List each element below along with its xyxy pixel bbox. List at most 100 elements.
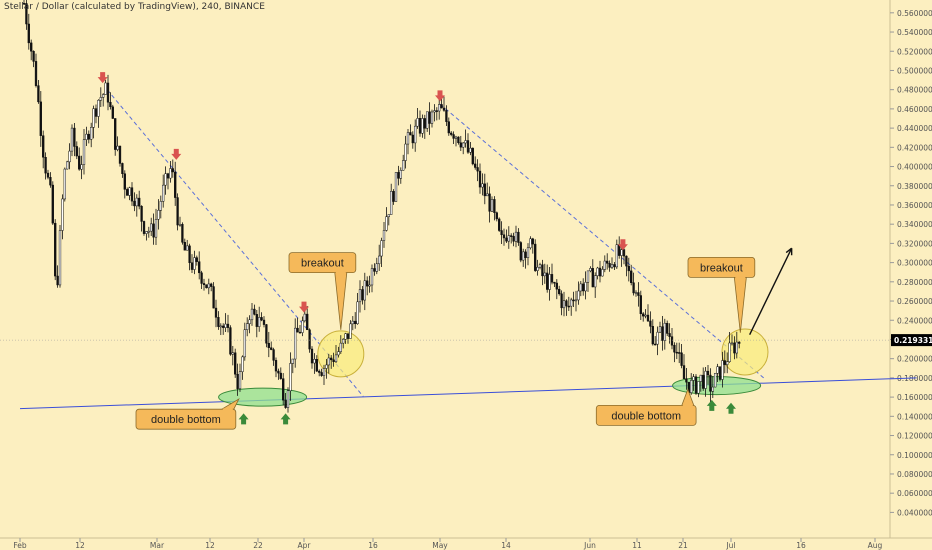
candle-body <box>469 147 472 153</box>
candle-body <box>296 327 299 333</box>
candle-body <box>738 341 741 344</box>
candle-body <box>440 104 443 109</box>
candle-body <box>363 280 366 301</box>
candle-body <box>435 110 438 112</box>
candle-body <box>274 360 278 372</box>
candle-body <box>212 286 215 309</box>
candle-body <box>382 230 386 241</box>
candle-body <box>308 329 311 350</box>
candle-body <box>675 351 678 354</box>
candle-body <box>198 261 201 274</box>
candle-body <box>613 264 616 268</box>
candle-body <box>315 358 318 372</box>
candle-body <box>234 352 237 375</box>
candle-body <box>416 118 419 127</box>
candle-body <box>193 257 196 270</box>
candle-body <box>205 284 208 289</box>
candle-body <box>591 268 594 288</box>
candle-body <box>63 168 66 200</box>
candle-body <box>111 106 114 119</box>
candle-body <box>142 221 146 234</box>
candle-body <box>270 347 273 350</box>
candle-body <box>704 370 707 389</box>
candle-body <box>586 270 590 283</box>
candle-body <box>500 230 503 236</box>
candle-body <box>236 373 239 389</box>
candle-body <box>90 127 93 140</box>
candle-body <box>392 191 395 202</box>
candle-body <box>543 272 546 277</box>
candle-body <box>596 267 599 276</box>
candle-body <box>447 121 450 134</box>
candle-body <box>594 275 597 288</box>
candle-body <box>644 314 647 317</box>
candle-body <box>157 210 160 220</box>
candle-body <box>656 331 659 345</box>
candle-body <box>471 147 474 165</box>
candle-body <box>344 333 347 340</box>
candle-body <box>267 342 270 348</box>
candle-body <box>325 364 328 369</box>
x-tick-label: 12 <box>75 541 85 550</box>
candle-body <box>603 260 606 270</box>
candle-body <box>51 184 54 224</box>
candle-body <box>692 376 695 381</box>
annotation-label: breakout <box>301 258 344 270</box>
candle-body <box>716 366 719 374</box>
candle-body <box>406 132 410 145</box>
candle-body <box>169 168 172 179</box>
candle-body <box>34 61 38 86</box>
candle-body <box>164 173 167 186</box>
current-price-badge <box>891 334 932 347</box>
candle-body <box>277 370 280 374</box>
target-arrow-head <box>785 247 793 256</box>
candle-body <box>721 360 724 380</box>
candle-body <box>426 111 429 129</box>
candle-body <box>133 200 136 207</box>
candle-body <box>219 325 222 328</box>
candle-body <box>123 173 126 190</box>
candle-body <box>474 163 477 168</box>
candle-body <box>44 157 47 174</box>
candle-body <box>147 230 150 233</box>
candle-body <box>138 197 141 207</box>
candle-body <box>226 323 230 328</box>
candle-body <box>661 326 664 341</box>
candle-body <box>289 363 292 392</box>
candle-body <box>99 97 102 101</box>
annotation-box <box>687 257 756 278</box>
annotation-box <box>135 408 237 430</box>
candle-body <box>574 299 578 302</box>
candle-body <box>493 199 496 213</box>
candle-body <box>572 299 575 302</box>
candle-body <box>68 150 71 163</box>
candle-body <box>231 352 234 355</box>
candle-body <box>349 323 352 339</box>
candle-body <box>706 370 710 376</box>
candle-body <box>450 132 453 135</box>
candle-body <box>510 235 513 237</box>
candle-body <box>361 289 364 301</box>
candle-body <box>430 111 434 124</box>
y-tick-label: 0.0400000 <box>897 508 932 517</box>
candle-body <box>150 223 153 232</box>
candle-body <box>481 183 484 188</box>
candle-body <box>255 314 258 327</box>
candle-body <box>723 360 726 365</box>
candle-body <box>152 223 155 238</box>
candle-body <box>39 101 42 136</box>
annotation-label: double bottom <box>611 410 681 422</box>
candle-body <box>166 173 170 179</box>
candle-body <box>121 163 124 174</box>
candle-body <box>186 245 189 251</box>
candle-body <box>313 358 316 364</box>
